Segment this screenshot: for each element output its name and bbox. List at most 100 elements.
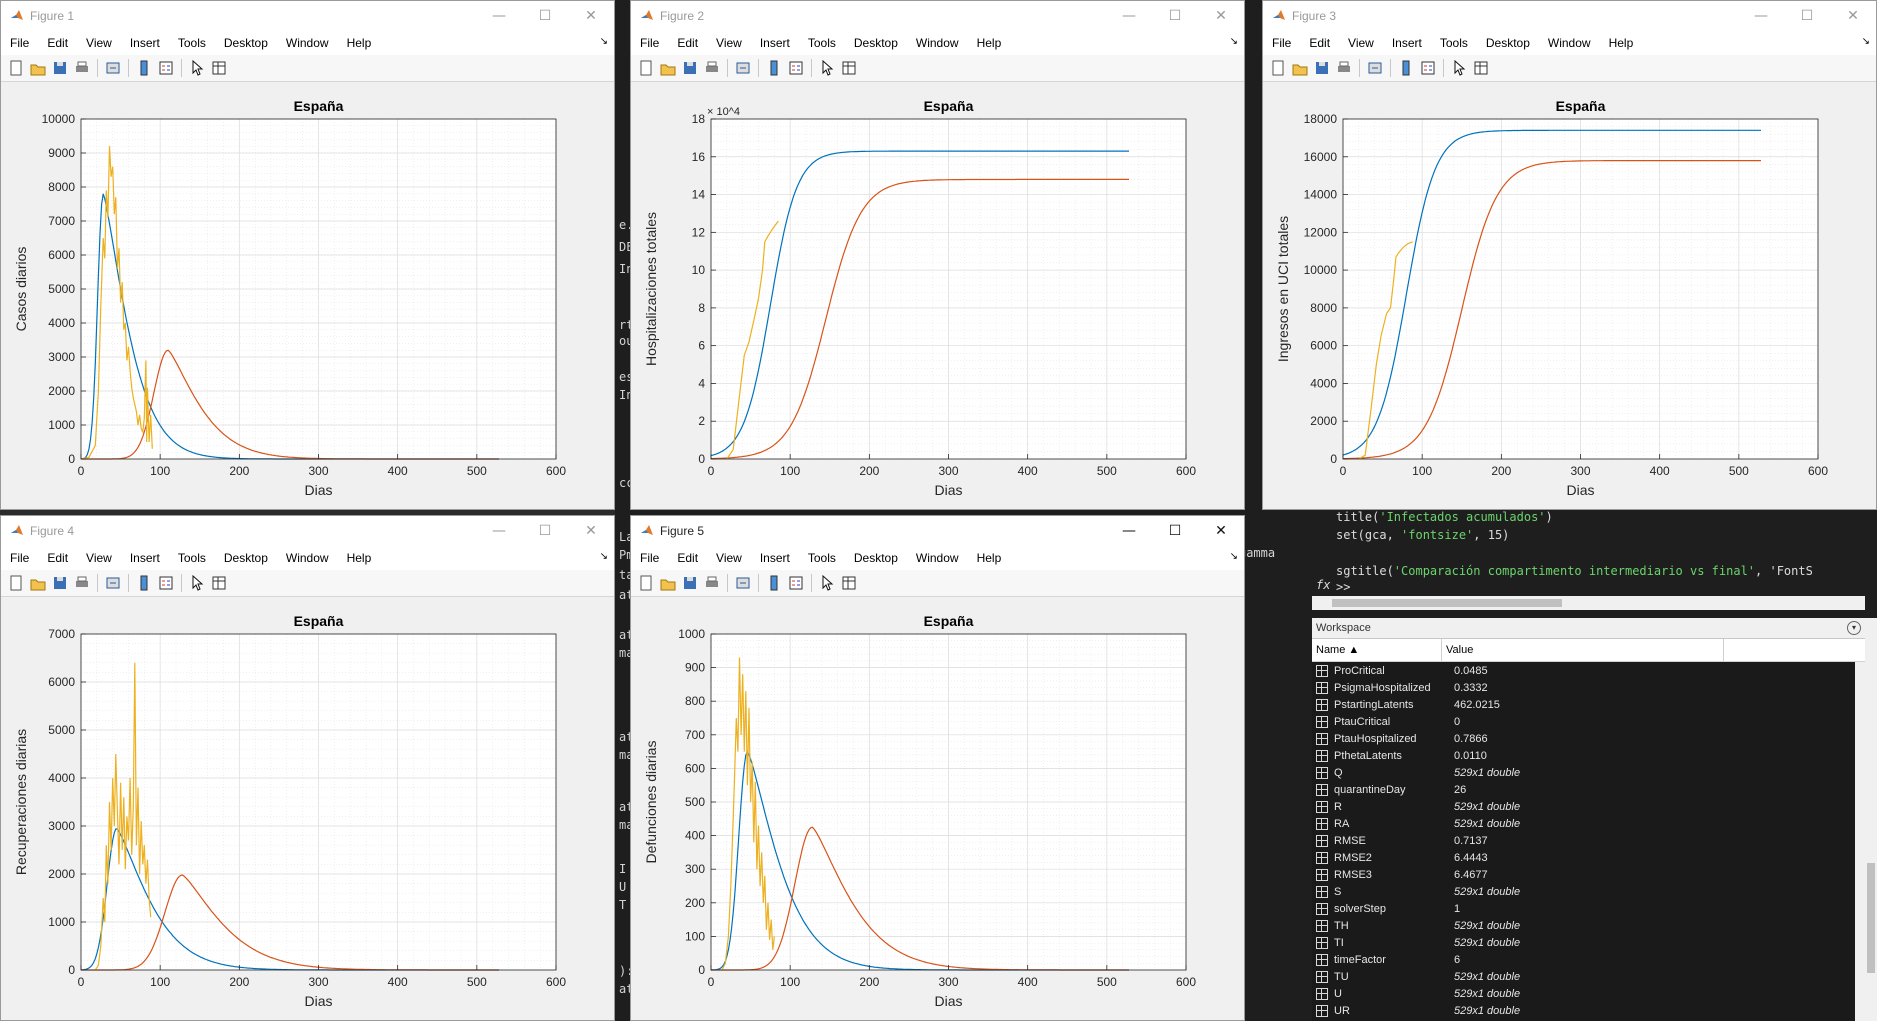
figure-titlebar[interactable]: Figure 1 — ☐ ✕ — [1, 1, 614, 31]
maximize-icon[interactable]: ☐ — [538, 523, 552, 539]
link-icon[interactable] — [104, 574, 122, 592]
dock-arrow-icon[interactable]: ↘ — [1229, 36, 1238, 47]
workspace-row[interactable]: TH 529x1 double — [1312, 917, 1855, 934]
menu-tools[interactable]: Tools — [1439, 36, 1468, 50]
menu-insert[interactable]: Insert — [129, 36, 160, 50]
workspace-row[interactable]: Q 529x1 double — [1312, 764, 1855, 781]
workspace-row[interactable]: UR 529x1 double — [1312, 1002, 1855, 1019]
command-window[interactable]: title('Infectados acumulados') set(gca, '… — [1312, 502, 1865, 602]
col-name[interactable]: Name ▲ — [1312, 639, 1442, 661]
menu-help[interactable]: Help — [976, 551, 1002, 565]
close-icon[interactable]: ✕ — [1215, 523, 1227, 539]
dock-arrow-icon[interactable]: ↘ — [599, 36, 608, 47]
new-figure-icon[interactable] — [1269, 59, 1287, 77]
menu-view[interactable]: View — [1348, 36, 1374, 50]
open-icon[interactable] — [29, 574, 47, 592]
menu-tools[interactable]: Tools — [807, 36, 836, 50]
menu-edit[interactable]: Edit — [47, 36, 69, 50]
workspace-row[interactable]: RMSE2 6.4443 — [1312, 849, 1855, 866]
open-icon[interactable] — [1291, 59, 1309, 77]
colorbar-icon[interactable] — [1397, 59, 1415, 77]
menu-file[interactable]: File — [10, 551, 30, 565]
menu-file[interactable]: File — [10, 36, 30, 50]
menu-tools[interactable]: Tools — [177, 551, 206, 565]
workspace-row[interactable]: TI 529x1 double — [1312, 934, 1855, 951]
menu-edit[interactable]: Edit — [47, 551, 69, 565]
workspace-row[interactable]: solverStep 1 — [1312, 900, 1855, 917]
menu-file[interactable]: File — [640, 36, 660, 50]
open-icon[interactable] — [659, 59, 677, 77]
menu-insert[interactable]: Insert — [129, 551, 160, 565]
menu-help[interactable]: Help — [346, 551, 372, 565]
figure-titlebar[interactable]: Figure 4 — ☐ ✕ — [1, 516, 614, 546]
link-icon[interactable] — [734, 59, 752, 77]
print-icon[interactable] — [1335, 59, 1353, 77]
figure-window[interactable]: Figure 5 — ☐ ✕ File Edit View Insert Tools Deskto… — [630, 515, 1245, 1021]
print-icon[interactable] — [703, 574, 721, 592]
new-figure-icon[interactable] — [637, 574, 655, 592]
open-icon[interactable] — [29, 59, 47, 77]
legend-icon[interactable] — [787, 574, 805, 592]
maximize-icon[interactable]: ☐ — [1168, 523, 1182, 539]
menu-desktop[interactable]: Desktop — [853, 36, 898, 50]
maximize-icon[interactable]: ☐ — [538, 8, 552, 24]
dock-arrow-icon[interactable]: ↘ — [1229, 551, 1238, 562]
print-icon[interactable] — [73, 59, 91, 77]
menu-file[interactable]: File — [1272, 36, 1292, 50]
workspace-menu-icon[interactable]: ▾ — [1847, 621, 1861, 635]
property-icon[interactable] — [210, 59, 228, 77]
workspace-vscrollbar[interactable] — [1865, 618, 1877, 1021]
colorbar-icon[interactable] — [765, 574, 783, 592]
menu-insert[interactable]: Insert — [1391, 36, 1422, 50]
minimize-icon[interactable]: — — [1122, 523, 1136, 539]
property-icon[interactable] — [1472, 59, 1490, 77]
link-icon[interactable] — [104, 59, 122, 77]
print-icon[interactable] — [73, 574, 91, 592]
workspace-row[interactable]: S 529x1 double — [1312, 883, 1855, 900]
dock-arrow-icon[interactable]: ↘ — [599, 551, 608, 562]
close-icon[interactable]: ✕ — [585, 8, 597, 24]
save-icon[interactable] — [681, 59, 699, 77]
menu-help[interactable]: Help — [346, 36, 372, 50]
minimize-icon[interactable]: — — [492, 8, 506, 24]
menu-desktop[interactable]: Desktop — [1485, 36, 1530, 50]
menu-edit[interactable]: Edit — [677, 36, 699, 50]
close-icon[interactable]: ✕ — [585, 523, 597, 539]
figure-titlebar[interactable]: Figure 5 — ☐ ✕ — [631, 516, 1244, 546]
workspace-row[interactable]: PstartingLatents 462.0215 — [1312, 696, 1855, 713]
save-icon[interactable] — [51, 59, 69, 77]
print-icon[interactable] — [703, 59, 721, 77]
workspace-row[interactable]: U 529x1 double — [1312, 985, 1855, 1002]
pointer-icon[interactable] — [188, 59, 206, 77]
property-icon[interactable] — [210, 574, 228, 592]
menu-view[interactable]: View — [716, 551, 742, 565]
legend-icon[interactable] — [157, 59, 175, 77]
open-icon[interactable] — [659, 574, 677, 592]
minimize-icon[interactable]: — — [492, 523, 506, 539]
save-icon[interactable] — [681, 574, 699, 592]
figure-titlebar[interactable]: Figure 3 — ☐ ✕ — [1263, 1, 1876, 31]
property-icon[interactable] — [840, 59, 858, 77]
legend-icon[interactable] — [157, 574, 175, 592]
minimize-icon[interactable]: — — [1754, 8, 1768, 24]
menu-window[interactable]: Window — [285, 36, 329, 50]
figure-window[interactable]: Figure 1 — ☐ ✕ File Edit View Insert Tools Deskto… — [0, 0, 615, 510]
workspace-row[interactable]: quarantineDay 26 — [1312, 781, 1855, 798]
menu-tools[interactable]: Tools — [177, 36, 206, 50]
figure-window[interactable]: Figure 3 — ☐ ✕ File Edit View Insert Tools Deskto… — [1262, 0, 1877, 510]
close-icon[interactable]: ✕ — [1847, 8, 1859, 24]
menu-help[interactable]: Help — [976, 36, 1002, 50]
workspace-row[interactable]: PtauCritical 0 — [1312, 713, 1855, 730]
menu-tools[interactable]: Tools — [807, 551, 836, 565]
menu-window[interactable]: Window — [1547, 36, 1591, 50]
save-icon[interactable] — [1313, 59, 1331, 77]
workspace-row[interactable]: RMSE3 6.4677 — [1312, 866, 1855, 883]
menu-edit[interactable]: Edit — [1309, 36, 1331, 50]
close-icon[interactable]: ✕ — [1215, 8, 1227, 24]
dock-arrow-icon[interactable]: ↘ — [1861, 36, 1870, 47]
menu-edit[interactable]: Edit — [677, 551, 699, 565]
figure-window[interactable]: Figure 2 — ☐ ✕ File Edit View Insert Tools Deskto… — [630, 0, 1245, 510]
maximize-icon[interactable]: ☐ — [1168, 8, 1182, 24]
menu-window[interactable]: Window — [285, 551, 329, 565]
pointer-icon[interactable] — [818, 574, 836, 592]
